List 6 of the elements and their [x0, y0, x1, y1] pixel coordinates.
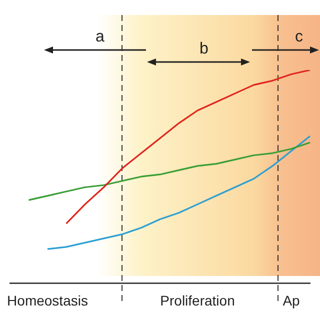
x-tick-label: Proliferation: [160, 292, 235, 308]
text: c: [295, 28, 303, 46]
text: b: [200, 40, 209, 58]
x-tick-label: Homeostasis: [7, 292, 88, 308]
text: a: [96, 28, 105, 46]
x-tick-label: Ap: [282, 292, 300, 308]
